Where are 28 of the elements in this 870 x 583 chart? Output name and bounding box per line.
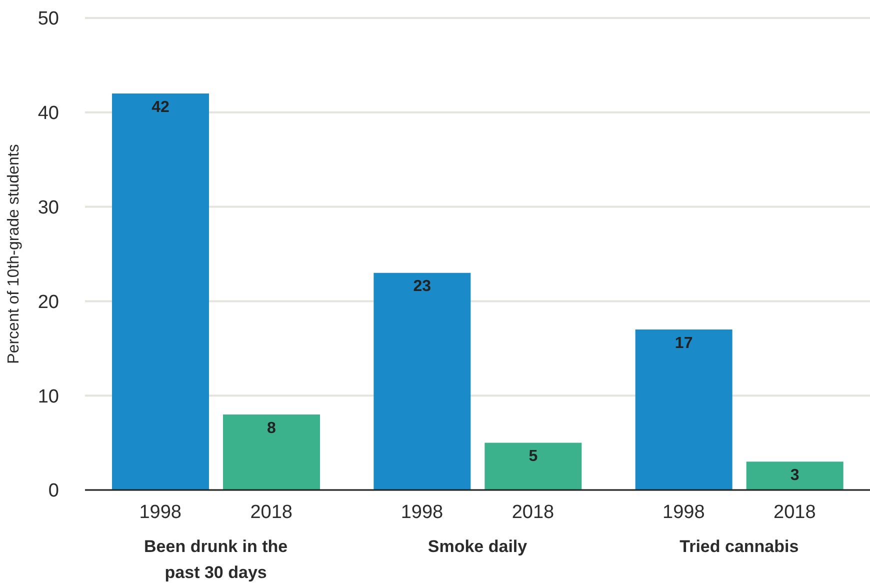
bar <box>374 272 471 490</box>
y-tick-label: 10 <box>38 386 59 408</box>
y-tick-label: 0 <box>48 480 59 502</box>
y-axis-title: Percent of 10th-grade students <box>6 144 23 364</box>
text: 1998 <box>400 502 444 523</box>
y-tick-label: 50 <box>38 8 59 30</box>
y-tick-label: 20 <box>38 292 59 313</box>
y-tick-label: 40 <box>38 103 59 124</box>
bar <box>223 414 320 490</box>
text: 1998 <box>662 502 705 523</box>
bar <box>746 462 844 490</box>
data-label: 3 <box>790 467 800 484</box>
data-label: 5 <box>528 448 538 466</box>
series-label: 1998 <box>139 502 182 523</box>
series-label: 2018 <box>250 502 292 523</box>
bar <box>484 442 582 490</box>
text: 2018 <box>512 502 554 523</box>
bar <box>112 94 209 490</box>
data-label: 17 <box>674 334 693 352</box>
data-label: 23 <box>413 278 432 296</box>
data-label: 42 <box>152 98 170 116</box>
text: 2018 <box>774 502 816 523</box>
data-label: 8 <box>267 420 276 437</box>
y-tick-label: 30 <box>38 198 59 219</box>
x-tick-label: Smoke daily <box>428 537 528 556</box>
x-tick-label: Tried cannabis <box>680 537 799 556</box>
bar <box>635 330 732 490</box>
x-tick-label: Been drunk in the past 30 days <box>144 537 288 582</box>
